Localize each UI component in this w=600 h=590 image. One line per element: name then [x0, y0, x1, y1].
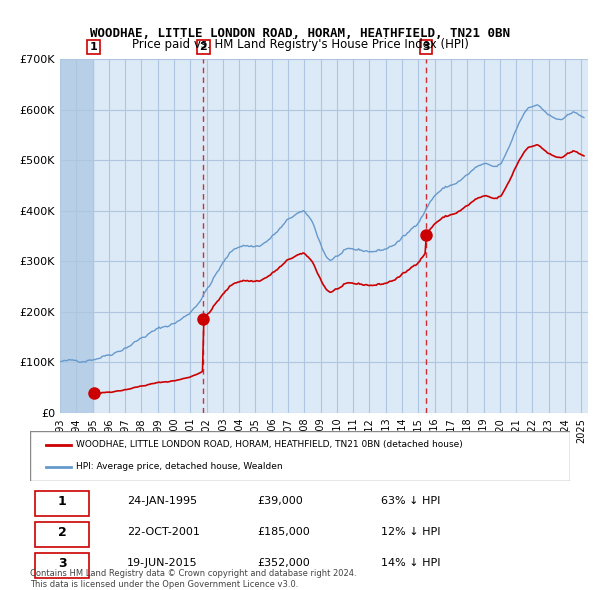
Text: 3: 3 — [422, 42, 430, 52]
Text: 3: 3 — [58, 557, 67, 570]
Text: £39,000: £39,000 — [257, 496, 302, 506]
Text: 19-JUN-2015: 19-JUN-2015 — [127, 558, 198, 568]
Text: 1: 1 — [58, 495, 67, 508]
Text: WOODHAE, LITTLE LONDON ROAD, HORAM, HEATHFIELD, TN21 0BN: WOODHAE, LITTLE LONDON ROAD, HORAM, HEAT… — [90, 27, 510, 40]
Text: WOODHAE, LITTLE LONDON ROAD, HORAM, HEATHFIELD, TN21 0BN (detached house): WOODHAE, LITTLE LONDON ROAD, HORAM, HEAT… — [76, 440, 463, 449]
Text: £185,000: £185,000 — [257, 527, 310, 537]
Text: 12% ↓ HPI: 12% ↓ HPI — [381, 527, 440, 537]
Text: HPI: Average price, detached house, Wealden: HPI: Average price, detached house, Weal… — [76, 463, 283, 471]
Bar — [60, 59, 94, 413]
Text: 22-OCT-2001: 22-OCT-2001 — [127, 527, 200, 537]
FancyBboxPatch shape — [35, 522, 89, 547]
FancyBboxPatch shape — [30, 431, 570, 481]
Text: £352,000: £352,000 — [257, 558, 310, 568]
Text: Contains HM Land Registry data © Crown copyright and database right 2024.
This d: Contains HM Land Registry data © Crown c… — [30, 569, 356, 589]
Text: 14% ↓ HPI: 14% ↓ HPI — [381, 558, 440, 568]
FancyBboxPatch shape — [35, 491, 89, 516]
Text: 63% ↓ HPI: 63% ↓ HPI — [381, 496, 440, 506]
Text: 1: 1 — [90, 42, 97, 52]
FancyBboxPatch shape — [35, 553, 89, 578]
Text: 24-JAN-1995: 24-JAN-1995 — [127, 496, 197, 506]
Text: 2: 2 — [58, 526, 67, 539]
Text: 2: 2 — [200, 42, 208, 52]
Text: Price paid vs. HM Land Registry's House Price Index (HPI): Price paid vs. HM Land Registry's House … — [131, 38, 469, 51]
